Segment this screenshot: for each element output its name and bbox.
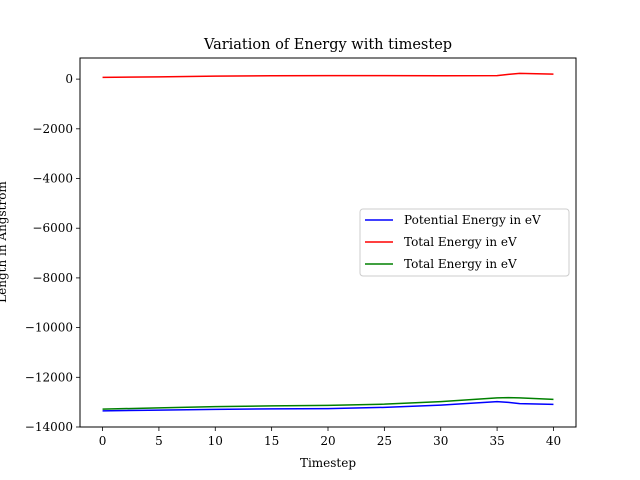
x-tick-label: 10 xyxy=(208,434,223,448)
plot-area xyxy=(102,72,554,412)
legend-box xyxy=(359,208,570,277)
series-line-1 xyxy=(102,400,554,412)
y-tick-label: −6000 xyxy=(32,221,73,235)
x-axis: 0 5 10 15 20 25 30 35 40 xyxy=(99,427,561,448)
legend-label-1: Potential Energy in eV xyxy=(404,213,541,227)
legend-label-2: Total Energy in eV xyxy=(404,235,517,249)
x-tick-label: 30 xyxy=(433,434,448,448)
y-tick-label: 0 xyxy=(65,72,73,86)
x-tick-label: 15 xyxy=(264,434,279,448)
x-tick-label: 35 xyxy=(489,434,504,448)
y-axis-title: Length in Angstrom xyxy=(0,181,9,303)
y-tick-label: −10000 xyxy=(25,321,73,335)
y-tick-label: −4000 xyxy=(32,172,73,186)
legend: Potential Energy in eV Total Energy in eV… xyxy=(359,208,570,277)
series-line-2 xyxy=(102,72,554,79)
y-tick-label: −12000 xyxy=(25,370,73,384)
x-tick-label: 25 xyxy=(377,434,392,448)
legend-label-3: Total Energy in eV xyxy=(404,257,517,271)
x-axis-title: Timestep xyxy=(300,456,356,470)
y-tick-label: −2000 xyxy=(32,122,73,136)
x-tick-label: 20 xyxy=(320,434,335,448)
y-axis: 0 −2000 −4000 −6000 −8000 −10000 −12000 −14000 xyxy=(25,72,80,434)
x-tick-label: 0 xyxy=(99,434,107,448)
x-tick-label: 40 xyxy=(546,434,561,448)
chart-title: Variation of Energy with timestep xyxy=(203,37,452,53)
y-tick-label: −14000 xyxy=(25,420,73,434)
x-tick-label: 5 xyxy=(155,434,163,448)
y-tick-label: −8000 xyxy=(32,271,73,285)
series-line-3 xyxy=(102,396,554,410)
